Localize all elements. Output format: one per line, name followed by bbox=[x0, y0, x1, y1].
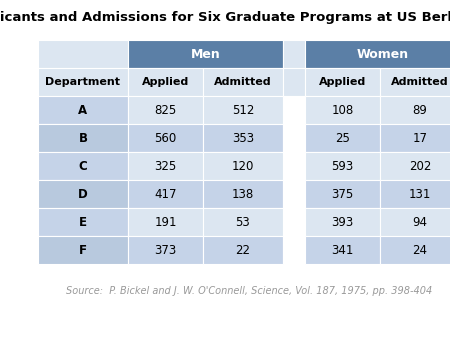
Bar bbox=[305, 40, 450, 68]
Text: 373: 373 bbox=[154, 243, 176, 257]
Bar bbox=[305, 124, 380, 152]
Bar bbox=[38, 208, 128, 236]
Bar bbox=[203, 180, 283, 208]
Text: Admitted: Admitted bbox=[391, 77, 449, 87]
Bar bbox=[380, 236, 450, 264]
Text: 25: 25 bbox=[335, 131, 350, 145]
Bar bbox=[283, 96, 305, 124]
Bar bbox=[38, 68, 128, 96]
Bar bbox=[305, 96, 380, 124]
Text: 24: 24 bbox=[413, 243, 428, 257]
Bar bbox=[305, 180, 380, 208]
Bar bbox=[305, 152, 380, 180]
Text: Men: Men bbox=[191, 48, 220, 61]
Text: 375: 375 bbox=[331, 188, 354, 200]
Text: 325: 325 bbox=[154, 160, 176, 172]
Text: 417: 417 bbox=[154, 188, 177, 200]
Bar bbox=[203, 96, 283, 124]
Text: 138: 138 bbox=[232, 188, 254, 200]
Bar bbox=[203, 236, 283, 264]
Bar bbox=[38, 96, 128, 124]
Bar bbox=[283, 124, 305, 152]
Text: D: D bbox=[78, 188, 88, 200]
Bar bbox=[128, 96, 203, 124]
Bar bbox=[380, 68, 450, 96]
Text: 825: 825 bbox=[154, 103, 176, 117]
Text: 593: 593 bbox=[331, 160, 354, 172]
Bar bbox=[128, 152, 203, 180]
Text: Applicants and Admissions for Six Graduate Programs at US Berkeley, 1973: Applicants and Admissions for Six Gradua… bbox=[0, 11, 450, 24]
Bar bbox=[38, 236, 128, 264]
Bar bbox=[380, 124, 450, 152]
Bar bbox=[203, 68, 283, 96]
Text: 191: 191 bbox=[154, 216, 177, 228]
Text: Applied: Applied bbox=[142, 77, 189, 87]
Text: Women: Women bbox=[356, 48, 409, 61]
Text: 560: 560 bbox=[154, 131, 176, 145]
Bar bbox=[283, 208, 305, 236]
Bar bbox=[283, 40, 305, 68]
Text: 131: 131 bbox=[409, 188, 431, 200]
Text: F: F bbox=[79, 243, 87, 257]
Text: 17: 17 bbox=[413, 131, 428, 145]
Bar bbox=[283, 68, 305, 96]
Bar bbox=[128, 40, 283, 68]
Bar bbox=[128, 68, 203, 96]
Text: 393: 393 bbox=[331, 216, 354, 228]
Bar bbox=[38, 40, 128, 68]
Text: E: E bbox=[79, 216, 87, 228]
Text: 512: 512 bbox=[232, 103, 254, 117]
Bar bbox=[380, 208, 450, 236]
Bar bbox=[283, 180, 305, 208]
Text: A: A bbox=[78, 103, 88, 117]
Text: 94: 94 bbox=[413, 216, 428, 228]
Text: C: C bbox=[79, 160, 87, 172]
Bar bbox=[203, 208, 283, 236]
Text: 89: 89 bbox=[413, 103, 428, 117]
Text: Department: Department bbox=[45, 77, 121, 87]
Bar bbox=[38, 152, 128, 180]
Text: 108: 108 bbox=[331, 103, 354, 117]
Bar bbox=[128, 124, 203, 152]
Text: B: B bbox=[78, 131, 87, 145]
Text: 202: 202 bbox=[409, 160, 431, 172]
Bar bbox=[203, 152, 283, 180]
Text: 53: 53 bbox=[236, 216, 250, 228]
Bar bbox=[380, 152, 450, 180]
Text: 341: 341 bbox=[331, 243, 354, 257]
Bar bbox=[38, 124, 128, 152]
Bar bbox=[380, 180, 450, 208]
Bar bbox=[128, 236, 203, 264]
Bar bbox=[305, 208, 380, 236]
Bar bbox=[128, 208, 203, 236]
Text: Applied: Applied bbox=[319, 77, 366, 87]
Text: Source:  P. Bickel and J. W. O'Connell, Science, Vol. 187, 1975, pp. 398-404: Source: P. Bickel and J. W. O'Connell, S… bbox=[66, 286, 432, 296]
Bar bbox=[305, 68, 380, 96]
Bar bbox=[283, 152, 305, 180]
Bar bbox=[128, 180, 203, 208]
Text: Admitted: Admitted bbox=[214, 77, 272, 87]
Bar bbox=[38, 180, 128, 208]
Bar bbox=[380, 96, 450, 124]
Bar bbox=[283, 236, 305, 264]
Text: 120: 120 bbox=[232, 160, 254, 172]
Text: 22: 22 bbox=[235, 243, 251, 257]
Bar bbox=[203, 124, 283, 152]
Bar bbox=[305, 236, 380, 264]
Text: 353: 353 bbox=[232, 131, 254, 145]
